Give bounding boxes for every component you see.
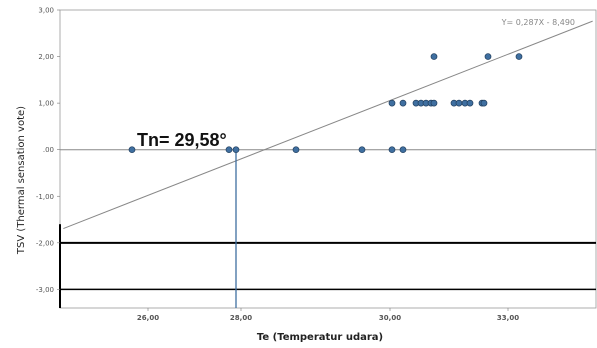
data-point <box>358 146 366 154</box>
data-point <box>388 146 396 154</box>
y-tick-label: 1,00 <box>38 100 54 108</box>
regression-line <box>63 20 593 229</box>
data-point <box>225 146 233 154</box>
data-point <box>466 99 474 107</box>
y-tick-label: -2,00 <box>36 239 54 247</box>
x-tick-label: 28,00 <box>230 314 252 322</box>
data-point <box>484 53 492 60</box>
data-point <box>292 146 300 154</box>
y-tick-label: -1,00 <box>36 193 54 201</box>
y-tick-label: 2,00 <box>38 53 54 61</box>
data-point <box>399 99 407 107</box>
y-tick-label: .00 <box>43 146 54 154</box>
x-tick-label: 26,00 <box>137 314 159 322</box>
data-point <box>232 146 240 154</box>
data-point <box>515 53 523 60</box>
x-axis-title: Te (Temperatur udara) <box>257 332 383 343</box>
regression-equation: Y= 0,287X - 8,490 <box>501 18 575 27</box>
y-axis-title: TSV (Thermal sensation vote) <box>16 106 27 255</box>
x-tick-label: 30,00 <box>379 314 401 322</box>
x-tick-label: 33,00 <box>497 314 519 322</box>
data-point <box>430 53 438 60</box>
data-point <box>388 99 396 107</box>
data-point <box>399 146 407 154</box>
y-tick-label: 3,00 <box>38 7 54 15</box>
y-tick-label: -3,00 <box>36 286 54 294</box>
data-point <box>430 99 438 107</box>
data-point <box>455 99 463 107</box>
data-point <box>128 146 136 154</box>
neutral-temperature-label: Tn= 29,58° <box>137 130 227 150</box>
data-point <box>480 99 488 107</box>
plot-frame <box>59 9 597 309</box>
